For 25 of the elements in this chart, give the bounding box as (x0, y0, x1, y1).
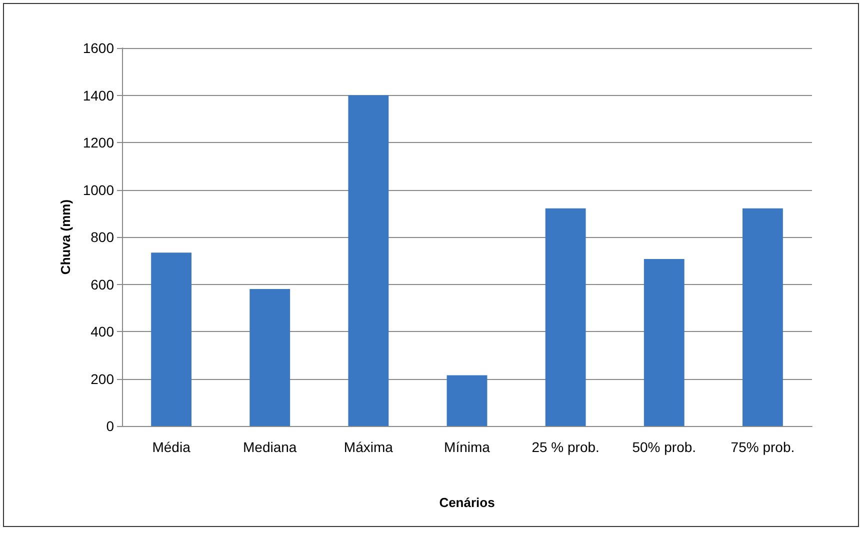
x-tick-label: Média (152, 439, 191, 455)
y-tick-label: 0 (106, 418, 114, 434)
bar (348, 95, 389, 426)
y-tick-label: 600 (90, 276, 114, 292)
y-tick-label: 1400 (82, 87, 114, 104)
y-tick-label: 1600 (82, 40, 114, 56)
bar (644, 258, 684, 426)
y-tick-label: 1000 (82, 182, 114, 198)
bar (151, 252, 192, 426)
x-tick-label: 50% prob. (632, 439, 696, 455)
bar (250, 288, 290, 426)
x-tick-label: Mediana (243, 439, 297, 455)
y-tick-label: 200 (90, 370, 114, 387)
x-tick-label: Máxima (344, 439, 394, 455)
bar (446, 375, 488, 426)
x-axis-title: Cenários (439, 495, 495, 510)
x-tick-label: Mínima (444, 439, 490, 455)
x-tick-label: 75% prob. (730, 439, 795, 455)
bar (545, 208, 586, 426)
y-tick-label: 800 (90, 229, 114, 245)
x-tick-label: 25 % prob. (532, 439, 600, 455)
y-tick-label: 400 (90, 324, 114, 340)
y-tick-label: 1200 (82, 134, 114, 150)
y-axis-title: Chuva (mm) (58, 199, 73, 275)
bar (742, 208, 783, 426)
